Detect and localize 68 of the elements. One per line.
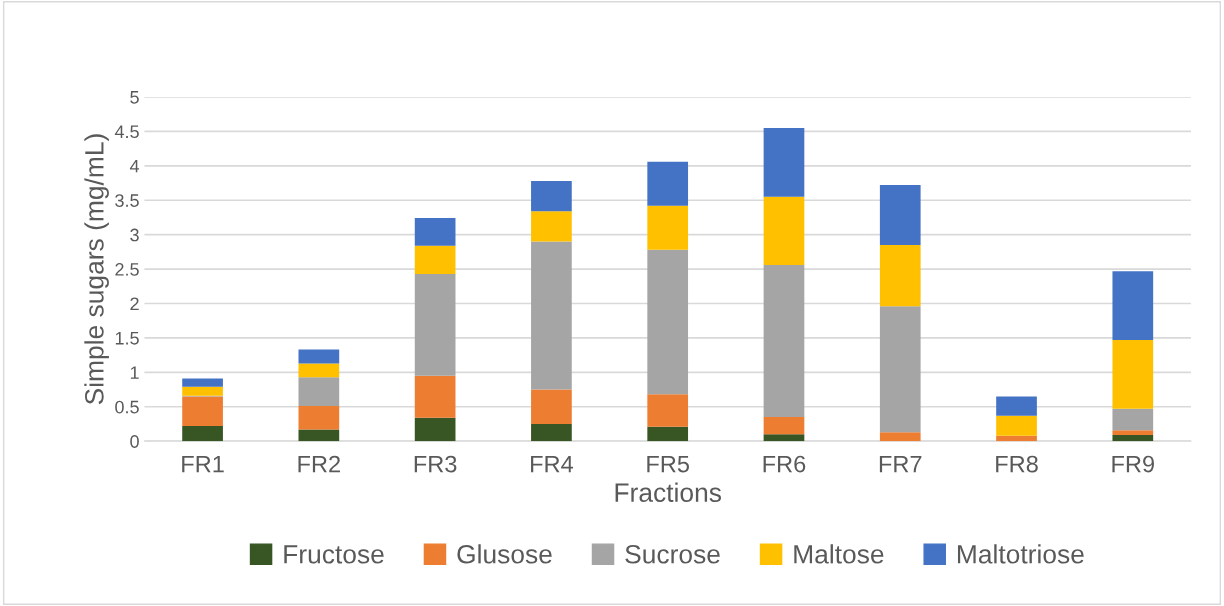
- bar: [298, 429, 340, 442]
- bar: [879, 306, 921, 433]
- bar: [1112, 430, 1154, 435]
- bar: [531, 389, 572, 424]
- y-tick-label: 1: [130, 366, 139, 379]
- bar: [1112, 434, 1154, 442]
- y-tick-label: 0.5: [115, 400, 139, 414]
- bar: [879, 244, 921, 307]
- bar: [531, 211, 572, 242]
- bar: [879, 432, 921, 442]
- bar: [647, 161, 689, 206]
- y-tick-label: 2.5: [115, 263, 139, 276]
- bar: [647, 426, 689, 442]
- bar: [1112, 408, 1154, 431]
- x-tick-label: FR4: [531, 455, 574, 473]
- bar: [763, 434, 805, 442]
- bar: [531, 180, 572, 212]
- y-tick-label: 2: [130, 297, 139, 311]
- bar: [182, 396, 223, 427]
- bar: [414, 245, 456, 274]
- y-axis-title: Simple sugars (mg/mL): [84, 134, 109, 405]
- x-tick-label: FR8: [996, 455, 1038, 473]
- bar: [182, 426, 223, 442]
- bar: [414, 273, 456, 376]
- y-tick-label: 1.5: [115, 332, 139, 345]
- y-tick-label: 5: [130, 91, 139, 104]
- x-tick-label: FR9: [1112, 455, 1154, 473]
- x-tick-label: FR5: [647, 455, 690, 473]
- bar: [879, 185, 921, 245]
- bar: [182, 378, 223, 387]
- x-tick-label: FR6: [763, 455, 806, 473]
- bar: [647, 249, 689, 395]
- bar: [298, 349, 340, 364]
- y-tick-label: 4.5: [114, 125, 139, 139]
- x-tick-label: FR7: [879, 455, 922, 473]
- bar: [763, 127, 805, 197]
- bar: [1112, 339, 1154, 409]
- y-tick-label: 0: [130, 435, 139, 448]
- bar: [298, 363, 340, 378]
- y-tick-label: 3: [130, 228, 139, 242]
- x-tick-label: FR2: [298, 455, 340, 473]
- bar: [1112, 271, 1154, 340]
- legend-label: Maltose: [794, 544, 884, 564]
- legend-label: Glusose: [457, 544, 552, 564]
- y-tick-label: 3.5: [115, 194, 139, 207]
- legend-label: Sucrose: [625, 544, 720, 564]
- x-axis-title: Fractions: [615, 482, 721, 503]
- y-tick-label: 4: [129, 159, 140, 173]
- bar: [647, 205, 689, 250]
- legend-label: Fructose: [284, 545, 384, 564]
- bar: [763, 196, 805, 265]
- legend-label: Maltotriose: [957, 544, 1084, 564]
- bar: [531, 241, 572, 390]
- bar: [763, 264, 805, 418]
- bar: [647, 394, 689, 427]
- bar: [298, 406, 340, 430]
- bar: [414, 218, 456, 246]
- bar: [531, 423, 572, 442]
- bar: [414, 417, 456, 442]
- bar: [182, 386, 223, 396]
- bar: [763, 417, 805, 435]
- x-tick-label: FR3: [414, 455, 457, 473]
- bar: [298, 377, 340, 407]
- x-tick-label: FR1: [182, 455, 224, 473]
- bar: [414, 375, 456, 418]
- bar: [996, 435, 1037, 442]
- bar: [996, 415, 1037, 436]
- bar: [996, 396, 1037, 416]
